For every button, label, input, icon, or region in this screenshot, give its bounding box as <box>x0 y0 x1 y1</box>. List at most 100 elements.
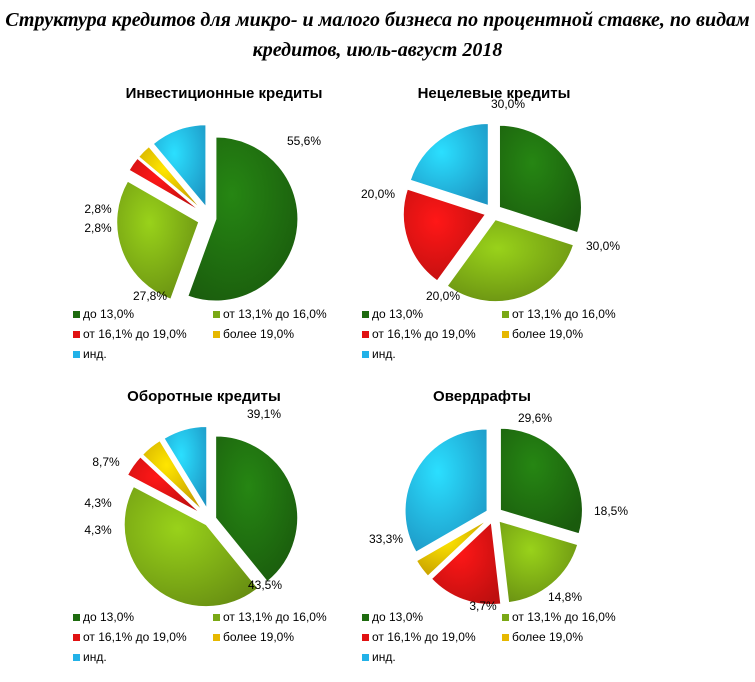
legend-swatch-above-19 <box>502 633 509 641</box>
legend-swatch-13-16 <box>502 613 509 621</box>
legend-item-13-16: от 13,1% до 16,0% <box>213 610 327 624</box>
legend-label-individual: инд. <box>372 347 396 361</box>
data-label-working-above-19: 4,3% <box>84 496 112 510</box>
data-label-investment-below-13: 55,6% <box>287 134 321 148</box>
legend-swatch-above-19 <box>502 330 509 338</box>
pie-slice-overdraft-individual <box>404 428 488 553</box>
pie-slice-overdraft-13-16 <box>498 520 579 604</box>
data-label-nontarget-16-19: 20,0% <box>426 289 460 303</box>
legend-label-above-19: более 19,0% <box>223 327 294 341</box>
data-label-working-13-16: 43,5% <box>248 578 282 592</box>
legend-item-above-19: более 19,0% <box>213 630 294 644</box>
legend-item-16-19: от 16,1% до 19,0% <box>73 327 187 341</box>
legend-swatch-16-19 <box>73 633 80 641</box>
pie-slice-nontarget-13-16 <box>446 219 575 303</box>
pie-slice-overdraft-above-19 <box>415 519 488 577</box>
legend-label-below-13: до 13,0% <box>372 307 424 321</box>
legend-swatch-individual <box>73 350 80 358</box>
pie-slice-investment-13-16 <box>116 180 200 300</box>
data-label-overdraft-13-16: 18,5% <box>594 504 628 518</box>
pie-slice-nontarget-below-13 <box>498 124 582 234</box>
legend-label-below-13: до 13,0% <box>83 610 135 624</box>
legend-label-13-16: от 13,1% до 16,0% <box>512 610 616 624</box>
legend-item-above-19: более 19,0% <box>502 630 583 644</box>
legend-item-13-16: от 13,1% до 16,0% <box>502 307 616 321</box>
legend-item-above-19: более 19,0% <box>213 327 294 341</box>
data-label-overdraft-above-19: 3,7% <box>469 599 497 613</box>
data-label-nontarget-13-16: 30,0% <box>586 239 620 253</box>
legend-label-individual: инд. <box>83 650 107 664</box>
legend-swatch-16-19 <box>73 330 80 338</box>
legend-item-below-13: до 13,0% <box>362 610 423 624</box>
legend-swatch-below-13 <box>362 613 369 621</box>
chart-title-working: Оборотные кредиты <box>127 388 281 405</box>
pie-slice-working-16-19 <box>126 456 201 514</box>
pie-slice-working-above-19 <box>141 439 203 512</box>
legend-label-individual: инд. <box>372 650 396 664</box>
legend-swatch-individual <box>362 653 369 661</box>
legend-label-16-19: от 16,1% до 19,0% <box>372 327 476 341</box>
pie-slice-overdraft-16-19 <box>430 521 502 605</box>
legend-label-16-19: от 16,1% до 19,0% <box>372 630 476 644</box>
pie-slice-overdraft-below-13 <box>499 427 583 535</box>
data-label-investment-16-19: 2,8% <box>84 221 112 235</box>
legend-swatch-13-16 <box>213 613 220 621</box>
legend-item-13-16: от 13,1% до 16,0% <box>502 610 616 624</box>
legend-item-16-19: от 16,1% до 19,0% <box>362 327 476 341</box>
chart-title-overdraft: Овердрафты <box>433 388 531 405</box>
legend-label-13-16: от 13,1% до 16,0% <box>223 307 327 321</box>
main-title-line-1: Структура кредитов для микро- и малого б… <box>5 9 750 31</box>
legend-swatch-individual <box>73 653 80 661</box>
data-label-investment-13-16: 27,8% <box>133 289 167 303</box>
legend-swatch-13-16 <box>502 310 509 318</box>
data-label-overdraft-16-19: 14,8% <box>548 590 582 604</box>
pie-slice-nontarget-individual <box>409 123 489 207</box>
legend-swatch-below-13 <box>73 613 80 621</box>
legend-label-16-19: от 16,1% до 19,0% <box>83 327 187 341</box>
legend-swatch-below-13 <box>362 310 369 318</box>
legend-label-above-19: более 19,0% <box>512 630 583 644</box>
legend-label-13-16: от 13,1% до 16,0% <box>223 610 327 624</box>
legend-label-individual: инд. <box>83 347 107 361</box>
data-label-nontarget-individual: 20,0% <box>361 187 395 201</box>
legend-item-below-13: до 13,0% <box>362 307 423 321</box>
data-label-working-individual: 8,7% <box>92 455 120 469</box>
legend-item-individual: инд. <box>362 650 396 664</box>
legend-item-16-19: от 16,1% до 19,0% <box>362 630 476 644</box>
legend-item-below-13: до 13,0% <box>73 307 134 321</box>
pie-slice-working-individual <box>163 425 208 511</box>
pie-slice-investment-below-13 <box>187 136 299 302</box>
data-label-investment-above-19: 2,8% <box>84 202 112 216</box>
pie-slice-nontarget-16-19 <box>402 188 487 282</box>
chart-title-nontarget: Нецелевые кредиты <box>417 85 571 102</box>
pie-slice-working-below-13 <box>215 435 299 583</box>
pie-slice-investment-16-19 <box>128 157 201 212</box>
legend-item-16-19: от 16,1% до 19,0% <box>73 630 187 644</box>
legend-swatch-16-19 <box>362 330 369 338</box>
legend-label-above-19: более 19,0% <box>223 630 294 644</box>
legend-swatch-above-19 <box>213 633 220 641</box>
legend-item-13-16: от 13,1% до 16,0% <box>213 307 327 321</box>
data-label-working-below-13: 39,1% <box>247 407 281 421</box>
data-label-overdraft-below-13: 29,6% <box>518 411 552 425</box>
legend-swatch-individual <box>362 350 369 358</box>
legend-swatch-16-19 <box>362 633 369 641</box>
legend-item-below-13: до 13,0% <box>73 610 134 624</box>
data-label-working-16-19: 4,3% <box>84 523 112 537</box>
data-label-nontarget-below-13: 30,0% <box>491 97 525 111</box>
legend-swatch-above-19 <box>213 330 220 338</box>
legend-label-below-13: до 13,0% <box>83 307 135 321</box>
legend-item-individual: инд. <box>73 347 107 361</box>
main-title-line-2: кредитов, июль-август 2018 <box>252 39 503 61</box>
pie-slice-investment-individual <box>152 124 207 209</box>
legend-item-individual: инд. <box>73 650 107 664</box>
pie-slice-investment-above-19 <box>138 145 202 210</box>
data-label-overdraft-individual: 33,3% <box>369 532 403 546</box>
legend-label-13-16: от 13,1% до 16,0% <box>512 307 616 321</box>
legend-swatch-13-16 <box>213 310 220 318</box>
legend-label-below-13: до 13,0% <box>372 610 424 624</box>
legend-item-above-19: более 19,0% <box>502 327 583 341</box>
legend-item-individual: инд. <box>362 347 396 361</box>
